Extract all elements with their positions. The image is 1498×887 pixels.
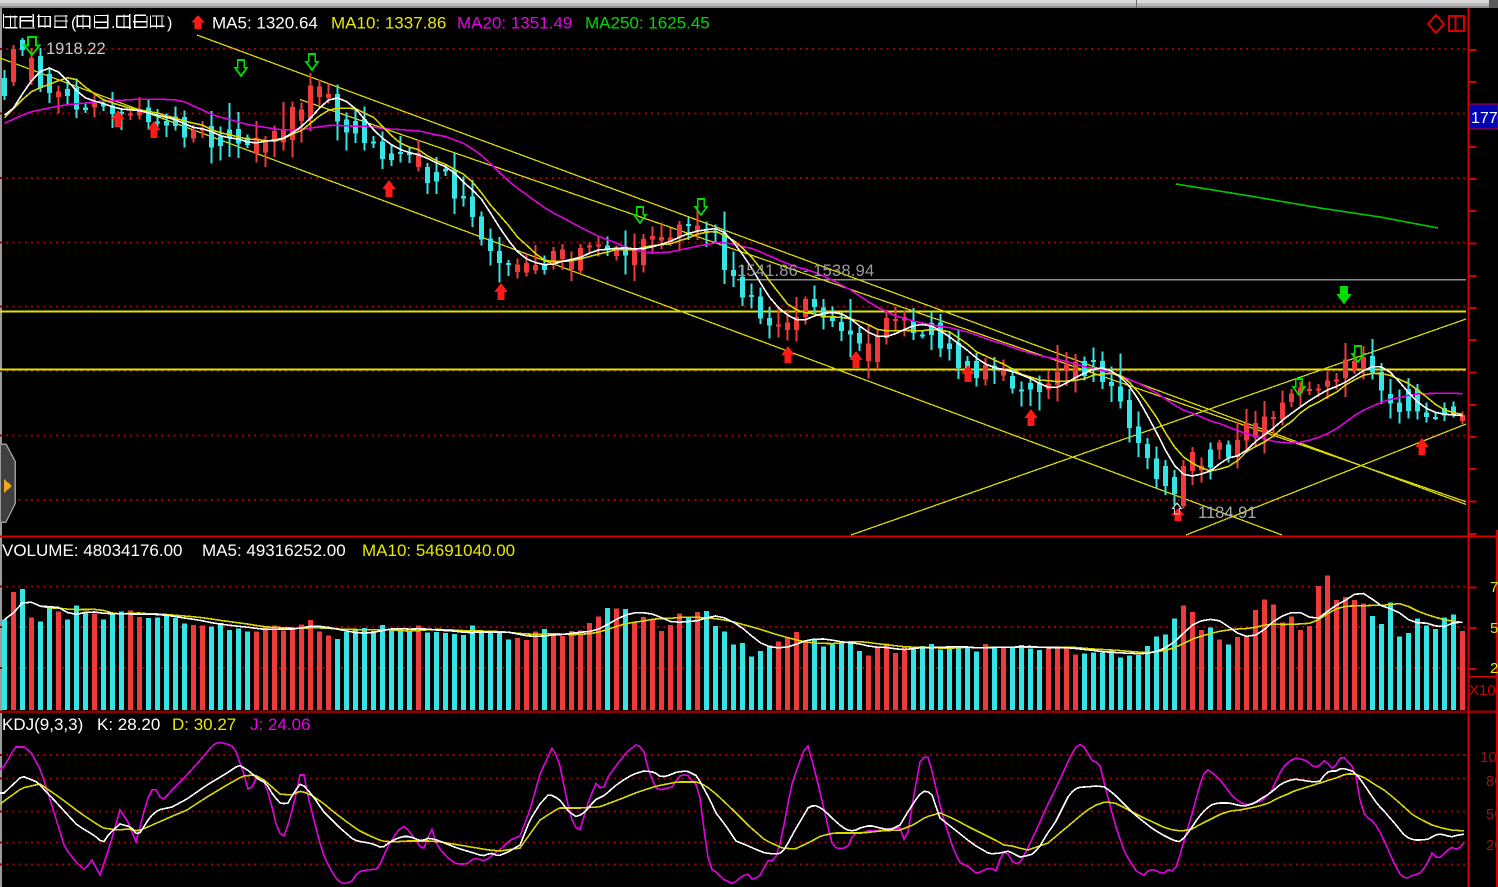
svg-text:50: 50 (1490, 620, 1498, 637)
svg-text:MA5: 49316252.00: MA5: 49316252.00 (202, 541, 346, 560)
svg-text:1541.86 - 1538.94: 1541.86 - 1538.94 (737, 262, 874, 280)
svg-text:1918.22: 1918.22 (46, 40, 106, 58)
svg-text:X10: X10 (1469, 682, 1496, 699)
svg-text:): ) (167, 15, 172, 32)
svg-text:MA5: 1320.64: MA5: 1320.64 (212, 14, 318, 33)
svg-text:.: . (111, 15, 115, 32)
svg-text:(: ( (71, 15, 77, 32)
svg-text:1184.91: 1184.91 (1198, 504, 1256, 522)
svg-text:KDJ(9,3,3): KDJ(9,3,3) (2, 715, 83, 734)
svg-text:MA20: 1351.49: MA20: 1351.49 (457, 14, 572, 33)
svg-text:25: 25 (1490, 660, 1498, 677)
svg-text:50: 50 (1486, 806, 1498, 823)
svg-text:75: 75 (1490, 579, 1498, 596)
svg-text:MA250: 1625.45: MA250: 1625.45 (585, 14, 710, 33)
svg-text:20: 20 (1486, 837, 1498, 854)
svg-text:1771: 1771 (1471, 110, 1498, 127)
svg-text:100: 100 (1480, 749, 1498, 766)
svg-text:VOLUME: 48034176.00: VOLUME: 48034176.00 (2, 541, 183, 560)
svg-text:D: 30.27: D: 30.27 (172, 715, 236, 734)
svg-text:MA10: 54691040.00: MA10: 54691040.00 (362, 541, 515, 560)
svg-text:MA10: 1337.86: MA10: 1337.86 (331, 14, 446, 33)
svg-text:J: 24.06: J: 24.06 (250, 715, 311, 734)
svg-text:K: 28.20: K: 28.20 (97, 715, 160, 734)
svg-text:80: 80 (1486, 773, 1498, 790)
